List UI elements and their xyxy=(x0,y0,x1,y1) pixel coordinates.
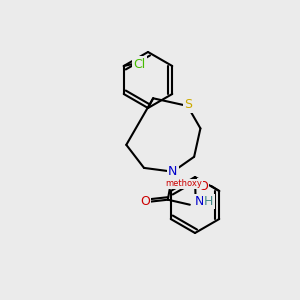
Text: O: O xyxy=(140,195,150,208)
Text: N: N xyxy=(168,165,178,178)
Text: H: H xyxy=(204,195,214,208)
Text: O: O xyxy=(198,179,208,193)
Text: S: S xyxy=(184,98,192,111)
Text: Cl: Cl xyxy=(134,58,146,70)
Text: methoxy: methoxy xyxy=(165,179,202,188)
Text: N: N xyxy=(195,195,205,208)
